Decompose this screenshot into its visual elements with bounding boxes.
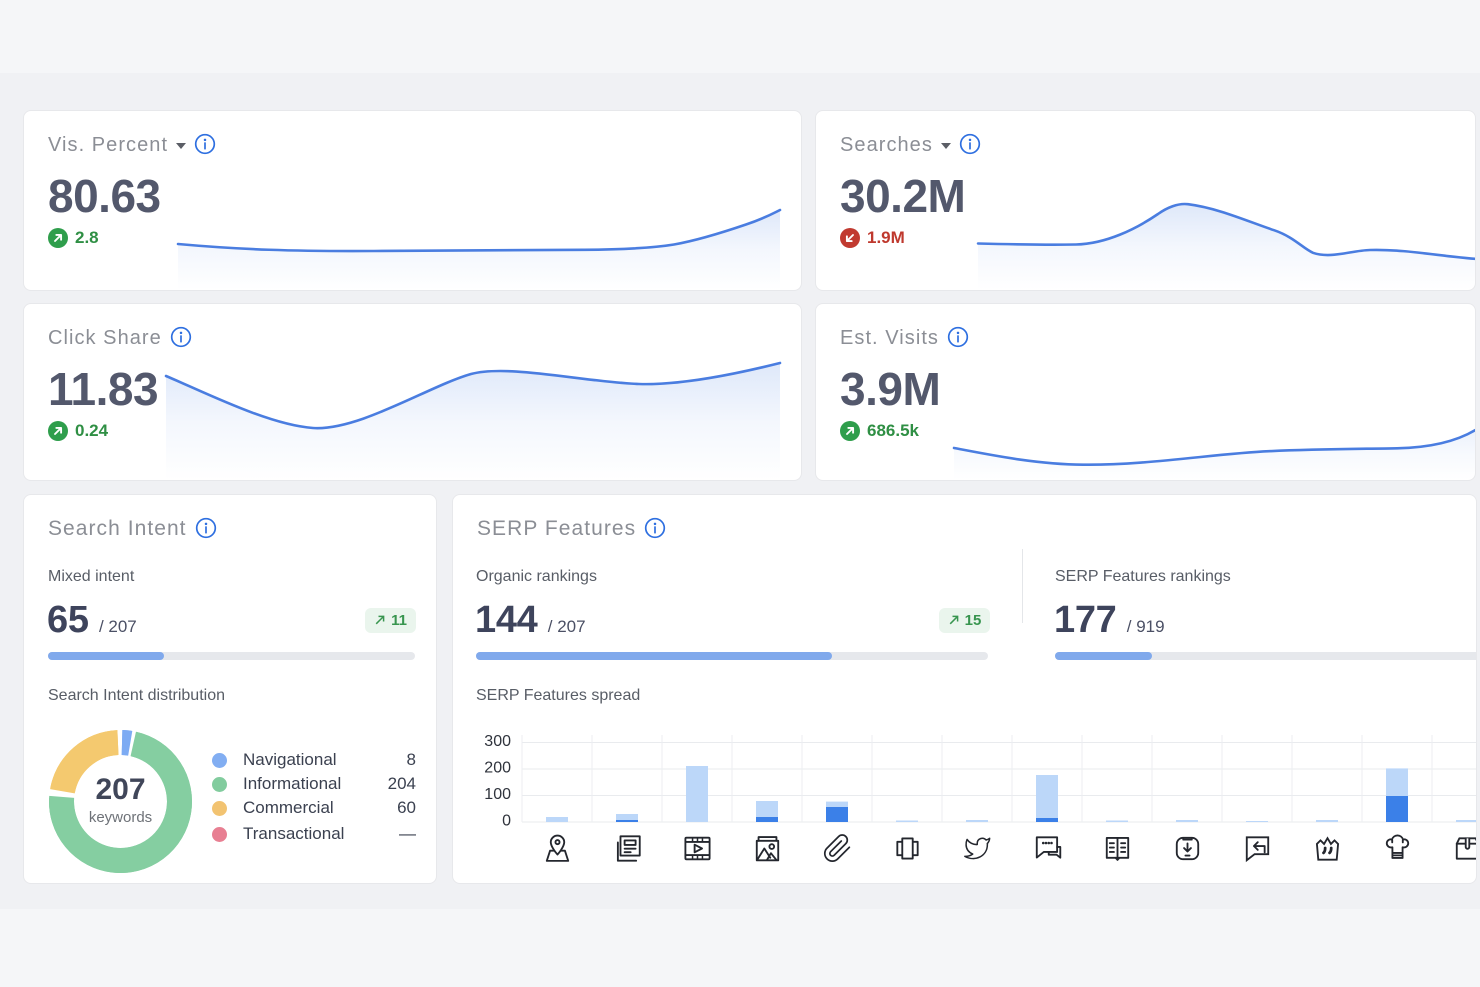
svg-text:keywords: keywords: [89, 809, 152, 826]
svg-text:300: 300: [484, 733, 511, 750]
svg-text:0: 0: [502, 813, 511, 830]
svg-text:200: 200: [484, 760, 511, 777]
svg-text:207: 207: [95, 773, 145, 806]
svg-text:100: 100: [484, 786, 511, 803]
